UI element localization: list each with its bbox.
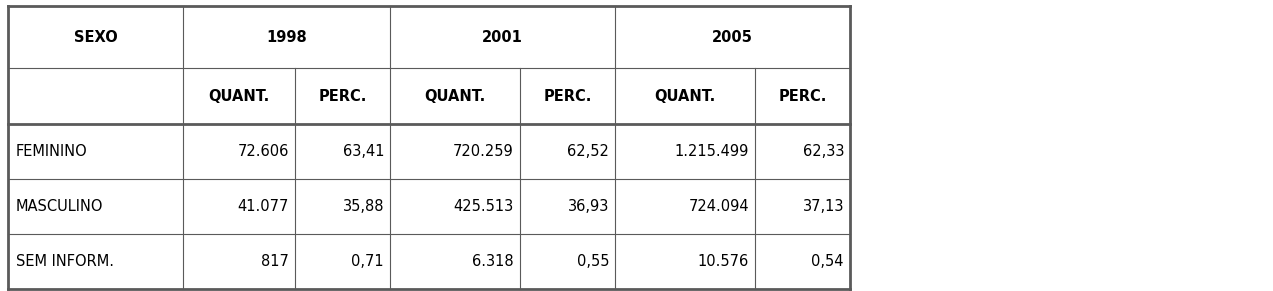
Text: 63,41: 63,41 — [342, 144, 384, 159]
Text: 62,33: 62,33 — [802, 144, 844, 159]
Text: 72.606: 72.606 — [238, 144, 289, 159]
Text: FEMININO: FEMININO — [17, 144, 88, 159]
Text: MASCULINO: MASCULINO — [17, 199, 103, 214]
Text: 0,54: 0,54 — [811, 254, 844, 269]
Text: 0,55: 0,55 — [577, 254, 608, 269]
Text: QUANT.: QUANT. — [654, 88, 715, 104]
Text: PERC.: PERC. — [544, 88, 592, 104]
Text: 1.215.499: 1.215.499 — [675, 144, 749, 159]
Text: 2005: 2005 — [712, 29, 752, 45]
Text: 724.094: 724.094 — [689, 199, 749, 214]
Text: 6.318: 6.318 — [472, 254, 514, 269]
Text: QUANT.: QUANT. — [424, 88, 485, 104]
Text: QUANT.: QUANT. — [209, 88, 270, 104]
Text: 817: 817 — [261, 254, 289, 269]
Text: 35,88: 35,88 — [342, 199, 384, 214]
Text: 425.513: 425.513 — [453, 199, 514, 214]
Text: 37,13: 37,13 — [802, 199, 844, 214]
Text: 36,93: 36,93 — [568, 199, 608, 214]
Text: 1998: 1998 — [266, 29, 307, 45]
Text: 62,52: 62,52 — [568, 144, 608, 159]
Text: PERC.: PERC. — [318, 88, 367, 104]
Text: 2001: 2001 — [482, 29, 523, 45]
Text: 41.077: 41.077 — [238, 199, 289, 214]
Text: SEXO: SEXO — [74, 29, 117, 45]
Text: 720.259: 720.259 — [453, 144, 514, 159]
Text: 10.576: 10.576 — [698, 254, 749, 269]
Text: PERC.: PERC. — [778, 88, 826, 104]
Text: SEM INFORM.: SEM INFORM. — [17, 254, 115, 269]
Text: 0,71: 0,71 — [351, 254, 384, 269]
